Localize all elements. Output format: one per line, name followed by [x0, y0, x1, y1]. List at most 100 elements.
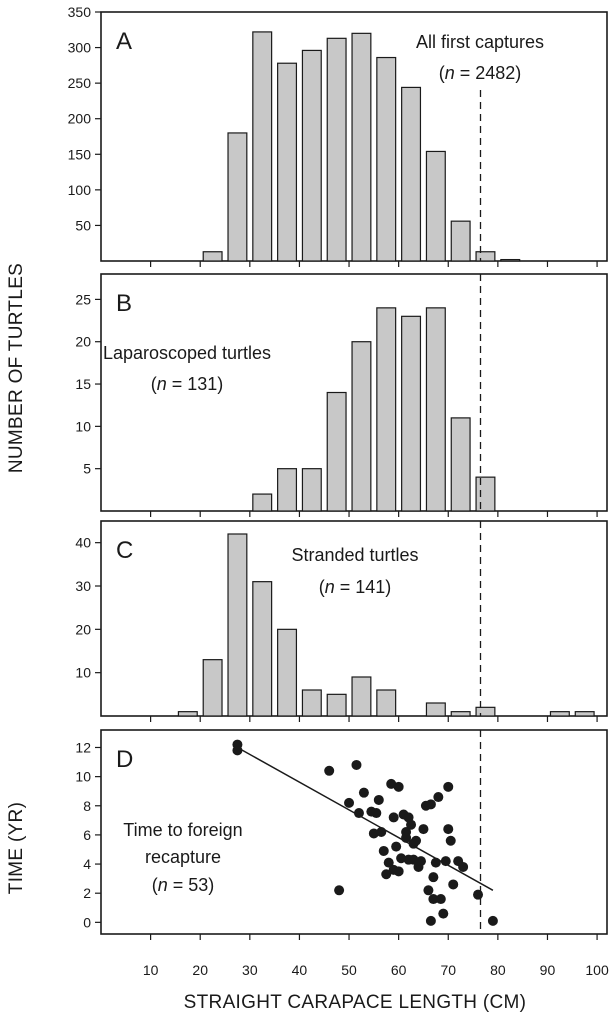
bar	[475, 706, 496, 717]
shared-x-axis-title: STRAIGHT CARAPACE LENGTH (CM)	[184, 992, 527, 1013]
y-tick-label: 350	[68, 4, 92, 20]
annotation-title: Laparoscoped turtles	[103, 343, 271, 363]
bar	[252, 493, 273, 512]
data-point	[388, 812, 399, 823]
bar	[252, 581, 273, 717]
x-tick-label: 30	[242, 962, 258, 978]
x-tick-label: 90	[540, 962, 556, 978]
x-tick-label: 60	[391, 962, 407, 978]
data-point	[373, 794, 384, 805]
x-tick-label: 10	[143, 962, 159, 978]
data-point	[401, 832, 412, 843]
data-point	[438, 908, 449, 919]
y-tick-label: 150	[68, 146, 92, 162]
x-tick-label: 100	[585, 962, 609, 978]
annotation-title: All first captures	[416, 32, 544, 52]
y-tick-label: 10	[75, 665, 91, 681]
data-point	[393, 781, 404, 792]
bar	[351, 341, 372, 512]
bar	[549, 711, 570, 717]
data-point	[430, 857, 441, 868]
bar	[475, 476, 496, 512]
panel-b: 5 10 15 20 25 B Laparoscoped turtles (n = 131)	[75, 273, 608, 517]
panel-letter: B	[116, 290, 132, 317]
y-tick-label: 25	[75, 291, 91, 307]
bar	[351, 32, 372, 262]
y-tick-label: 15	[75, 376, 91, 392]
y-tick-label: 2	[83, 885, 91, 901]
y-tick-label: 250	[68, 75, 92, 91]
bar	[326, 37, 347, 262]
data-point	[435, 894, 446, 905]
data-point	[415, 856, 426, 867]
data-point	[487, 915, 498, 926]
data-point	[376, 827, 387, 837]
bar	[450, 711, 471, 717]
data-point	[324, 765, 335, 776]
panel-c: 10 20 30 40 C Stranded turtles (n = 141)	[75, 520, 608, 722]
annotation-title: Stranded turtles	[291, 545, 418, 565]
bar	[202, 251, 223, 262]
data-point	[368, 828, 379, 839]
bar	[376, 307, 397, 512]
data-point	[411, 835, 422, 846]
bar	[450, 417, 471, 512]
data-point	[433, 792, 444, 803]
data-point	[381, 869, 392, 880]
bar	[277, 62, 298, 262]
x-tick-label: 40	[292, 962, 308, 978]
bar	[301, 49, 322, 262]
data-point	[334, 885, 345, 896]
x-tick-label: 70	[440, 962, 456, 978]
bar	[425, 150, 446, 262]
data-point	[425, 915, 436, 926]
data-point	[358, 787, 369, 798]
annotation-subtitle: recapture	[145, 847, 221, 867]
y-tick-label: 10	[75, 769, 91, 785]
data-point	[344, 797, 355, 808]
bar	[574, 711, 595, 717]
annotation-count: (n = 131)	[151, 374, 224, 394]
data-point	[391, 841, 402, 852]
bar	[301, 468, 322, 512]
x-tick-labels: 10 20 30 40 50 60 70 80 90 100	[143, 962, 609, 978]
y-tick-label: 10	[75, 418, 91, 434]
y-tick-label: 50	[75, 217, 91, 233]
data-point	[418, 824, 429, 835]
data-point	[440, 856, 451, 867]
y-tick-label: 8	[83, 798, 91, 814]
bar	[326, 391, 347, 512]
data-point	[396, 853, 407, 864]
data-point	[443, 824, 454, 835]
bar	[351, 676, 372, 717]
data-point	[425, 799, 436, 810]
bar	[401, 315, 422, 512]
y-tick-label: 200	[68, 111, 92, 127]
data-point	[406, 819, 417, 830]
data-point	[428, 872, 439, 883]
y-tick-label: 6	[83, 827, 91, 843]
y-tick-label: 300	[68, 40, 92, 56]
bar	[425, 307, 446, 512]
y-tick-label: 30	[75, 578, 91, 594]
x-tick-label: 80	[490, 962, 506, 978]
panel-frame	[100, 729, 608, 935]
y-tick-label: 20	[75, 621, 91, 637]
x-tick-label: 50	[341, 962, 357, 978]
shared-y-axis-title: NUMBER OF TURTLES	[6, 263, 27, 473]
bar	[277, 628, 298, 717]
panel-d-y-axis-title: TIME (YR)	[6, 802, 27, 894]
panel-letter: D	[116, 746, 133, 773]
annotation-count: (n = 53)	[152, 875, 215, 895]
data-point	[443, 781, 454, 792]
bar	[326, 693, 347, 717]
bar	[376, 56, 397, 262]
data-point	[232, 745, 243, 756]
annotation-count: (n = 2482)	[439, 63, 522, 83]
panel-a: 50 100 150 200 250 300 350 A All first captures (…	[68, 4, 608, 267]
bar	[450, 220, 471, 262]
x-tick-label: 20	[192, 962, 208, 978]
bar	[376, 689, 397, 717]
bar	[177, 711, 198, 717]
